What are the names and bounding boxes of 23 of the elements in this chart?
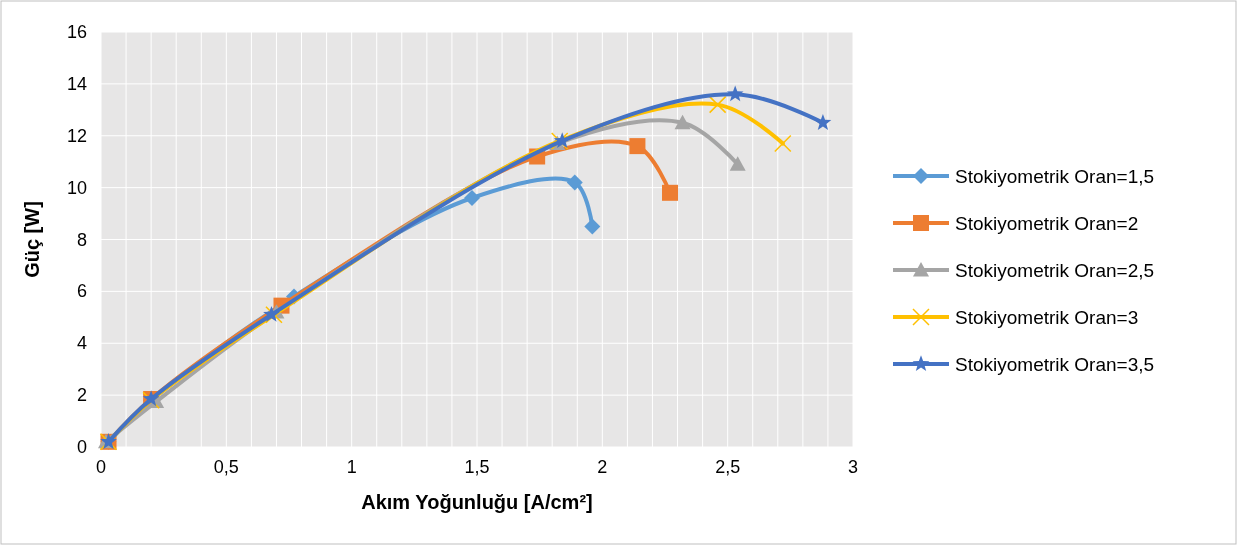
legend-label: Stokiyometrik Oran=2 (955, 213, 1139, 234)
y-axis-title: Güç [W] (21, 201, 43, 278)
y-tick-label: 10 (66, 177, 87, 198)
y-tick-label: 16 (66, 22, 87, 42)
x-tick-label: 0 (95, 457, 107, 477)
y-tick-label: 2 (76, 385, 87, 406)
legend-label: Stokiyometrik Oran=3 (955, 307, 1139, 328)
x-axis-title: Akım Yoğunluğu [A/cm²] (361, 491, 593, 513)
y-tick-label: 8 (76, 229, 87, 250)
legend-label: Stokiyometrik Oran=2,5 (955, 260, 1155, 281)
legend-label: Stokiyometrik Oran=3,5 (955, 354, 1155, 375)
x-tick-label: 2,5 (715, 457, 741, 477)
y-tick-label: 4 (76, 333, 87, 354)
y-tick-label: 6 (76, 281, 87, 302)
x-tick-label: 1,5 (464, 457, 490, 477)
x-tick-label: 1 (346, 457, 357, 477)
legend-label: Stokiyometrik Oran=1,5 (955, 166, 1155, 187)
x-tick-label: 2 (597, 457, 608, 477)
x-tick-label: 3 (847, 457, 859, 477)
y-tick-label: 14 (66, 73, 87, 94)
y-tick-label: 12 (66, 125, 87, 146)
y-tick-label: 0 (76, 437, 87, 457)
x-tick-label: 0,5 (213, 457, 239, 477)
